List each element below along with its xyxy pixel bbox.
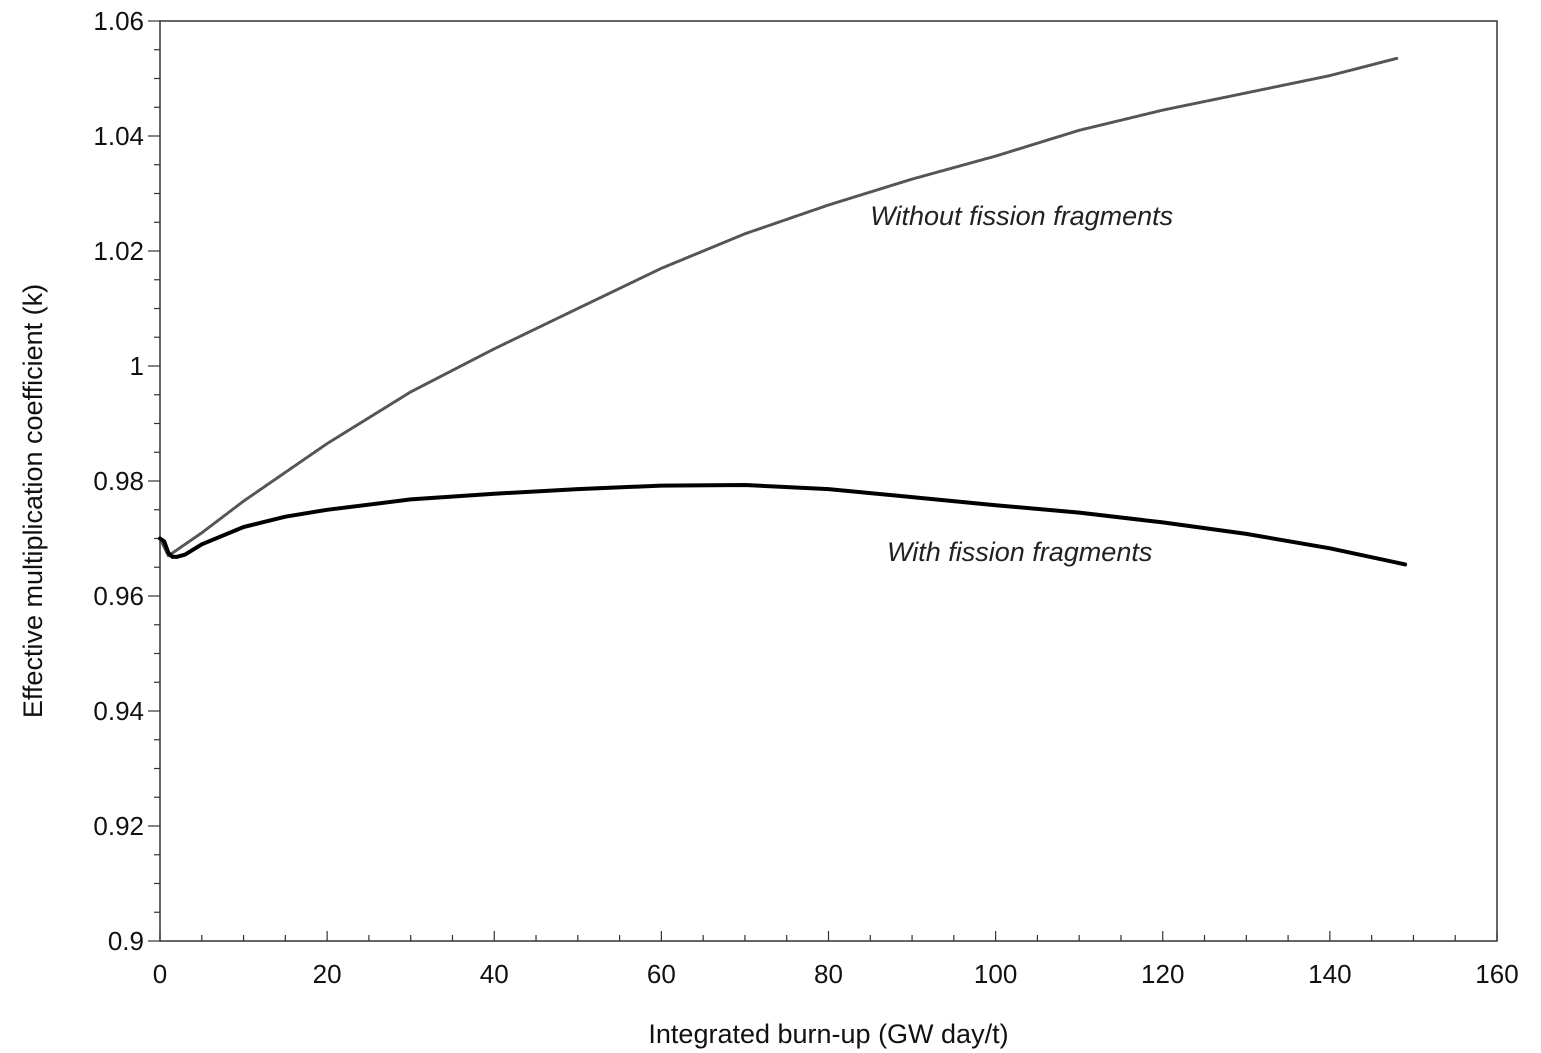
y-tick-label: 0.92 <box>93 811 144 841</box>
series-layer <box>158 56 1408 567</box>
x-tick-label: 40 <box>480 959 509 989</box>
series-without-fission-fragments <box>158 56 1399 558</box>
x-tick-label: 80 <box>814 959 843 989</box>
plot-border <box>159 20 1498 942</box>
y-tick-label: 1.02 <box>93 236 144 266</box>
y-axis-title: Effective multiplication coefficient (k) <box>18 284 48 718</box>
annotation-without-fission-fragments: Without fission fragments <box>870 201 1173 231</box>
y-tick-label: 0.98 <box>93 466 144 496</box>
y-tick-label: 0.94 <box>93 696 144 726</box>
y-tick-label: 1.04 <box>93 121 144 151</box>
x-tick-label: 20 <box>313 959 342 989</box>
x-axis-title: Integrated burn-up (GW day/t) <box>648 1019 1008 1049</box>
x-tick-label: 120 <box>1141 959 1184 989</box>
y-tick-label: 0.96 <box>93 581 144 611</box>
annotation-with-fission-fragments: With fission fragments <box>887 537 1152 567</box>
y-tick-label: 1.06 <box>93 6 144 36</box>
x-tick-label: 140 <box>1308 959 1351 989</box>
x-tick-label: 60 <box>647 959 676 989</box>
y-axis: 0.9 0.92 0.94 0.96 0.98 1 1.02 1.04 1.06 <box>93 6 160 956</box>
x-tick-label: 160 <box>1475 959 1518 989</box>
x-axis: 0 20 40 60 80 100 120 140 160 <box>153 931 1519 989</box>
y-tick-label: 1 <box>130 351 144 381</box>
x-tick-label: 0 <box>153 959 167 989</box>
annotations: Without fission fragments With fission fr… <box>870 201 1173 567</box>
y-tick-label: 0.9 <box>108 926 144 956</box>
plot-area <box>159 20 1498 942</box>
x-tick-label: 100 <box>974 959 1017 989</box>
series-with-fission-fragments <box>158 483 1408 567</box>
